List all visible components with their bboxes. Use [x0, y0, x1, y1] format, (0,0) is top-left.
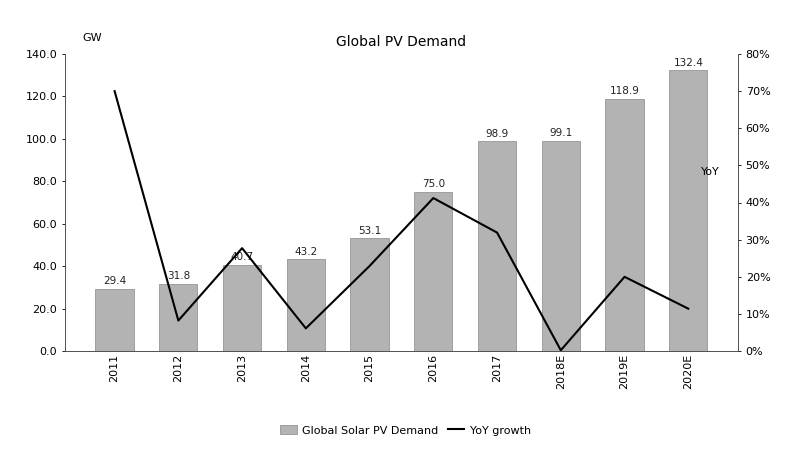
Bar — [606, 99, 644, 351]
Bar — [223, 265, 261, 351]
Bar — [350, 238, 388, 351]
Title: Global PV Demand: Global PV Demand — [337, 35, 466, 49]
Legend: Global Solar PV Demand, YoY growth: Global Solar PV Demand, YoY growth — [276, 421, 535, 440]
Text: 98.9: 98.9 — [486, 129, 508, 139]
Text: 118.9: 118.9 — [610, 86, 640, 96]
Bar — [159, 284, 197, 351]
Text: GW: GW — [83, 33, 102, 43]
Text: 75.0: 75.0 — [422, 180, 445, 189]
Bar — [414, 192, 453, 351]
Bar — [669, 70, 707, 351]
Bar — [96, 288, 134, 351]
Text: 53.1: 53.1 — [358, 226, 381, 236]
Text: 31.8: 31.8 — [167, 271, 190, 281]
Text: 40.7: 40.7 — [230, 252, 254, 262]
Bar — [542, 141, 580, 351]
Text: 43.2: 43.2 — [294, 247, 317, 257]
Bar — [478, 141, 516, 351]
Bar — [287, 259, 325, 351]
Text: 29.4: 29.4 — [103, 276, 127, 286]
Text: 99.1: 99.1 — [549, 128, 573, 138]
Text: YoY: YoY — [702, 167, 720, 177]
Text: 132.4: 132.4 — [673, 58, 703, 68]
